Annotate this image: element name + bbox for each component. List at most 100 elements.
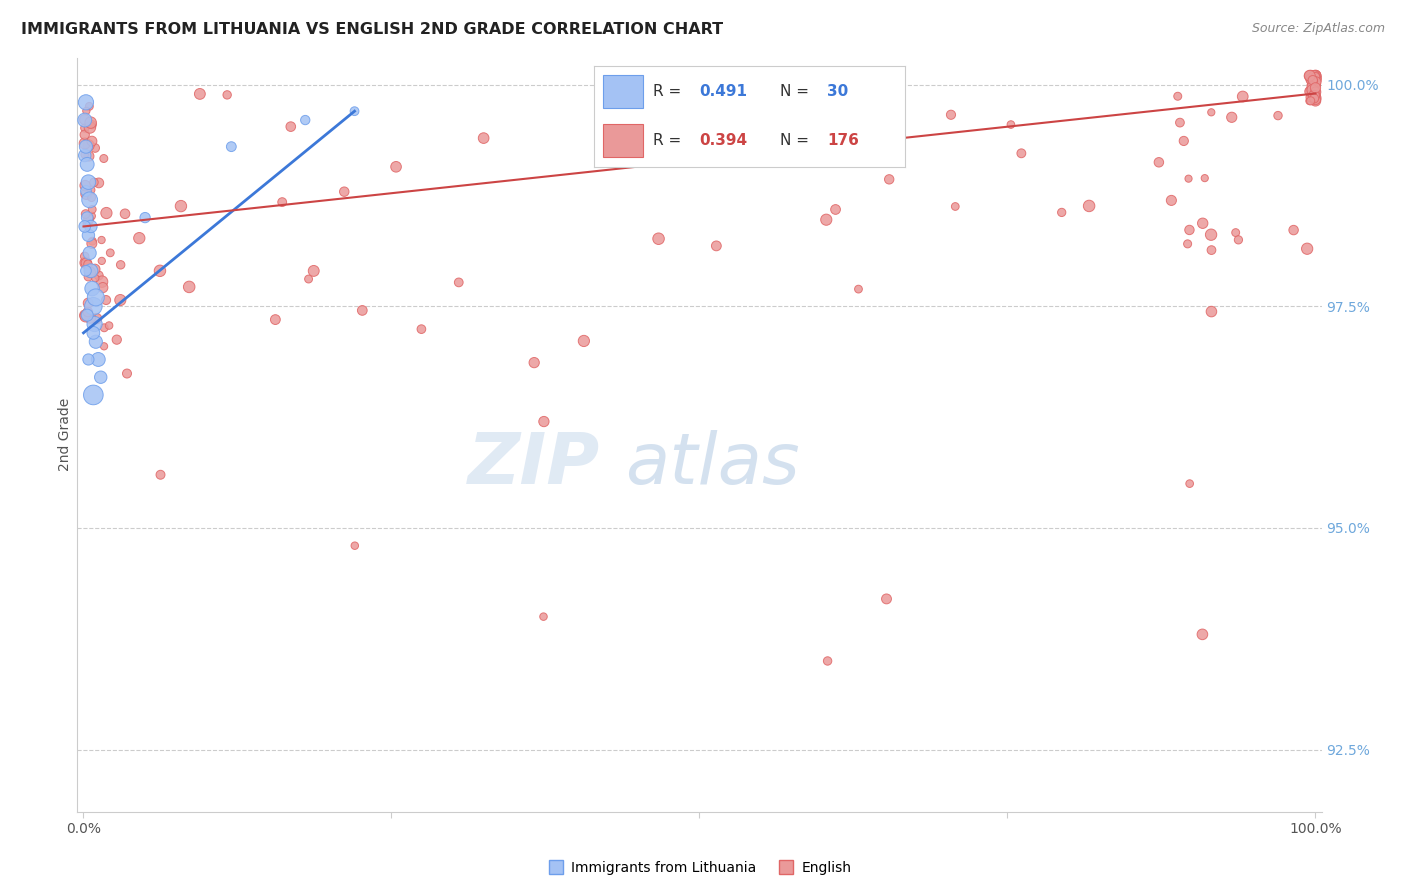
Point bbox=[472, 131, 495, 145]
Point bbox=[1227, 233, 1250, 247]
Point bbox=[96, 206, 118, 220]
Point bbox=[75, 95, 97, 110]
Point bbox=[1301, 83, 1323, 97]
Point bbox=[1305, 94, 1327, 108]
Point bbox=[87, 176, 110, 190]
Point bbox=[1305, 75, 1327, 89]
Point bbox=[706, 239, 728, 253]
Point bbox=[82, 118, 104, 132]
Point bbox=[73, 147, 96, 161]
Point bbox=[1305, 85, 1327, 99]
Point bbox=[76, 308, 98, 322]
Point bbox=[79, 193, 101, 207]
Point bbox=[1305, 72, 1327, 87]
Point bbox=[1305, 69, 1327, 83]
Point bbox=[533, 609, 555, 624]
Point bbox=[80, 134, 103, 148]
Point bbox=[572, 334, 595, 348]
Point bbox=[75, 103, 97, 118]
Point bbox=[1303, 89, 1326, 103]
Point bbox=[271, 195, 294, 210]
Point bbox=[1298, 94, 1320, 108]
Point bbox=[647, 232, 669, 246]
Point bbox=[1305, 75, 1327, 89]
Point bbox=[75, 264, 97, 278]
Point bbox=[1296, 242, 1319, 256]
Point bbox=[1282, 223, 1305, 237]
Point bbox=[297, 272, 319, 286]
Point bbox=[76, 305, 98, 319]
Point bbox=[110, 258, 132, 272]
Point bbox=[1301, 86, 1323, 100]
Point bbox=[73, 112, 96, 127]
Point bbox=[1305, 82, 1327, 96]
Point bbox=[1167, 89, 1189, 103]
Point bbox=[1305, 69, 1327, 83]
Point bbox=[1078, 199, 1101, 213]
Point bbox=[1225, 226, 1247, 240]
Point bbox=[1168, 115, 1191, 129]
Point bbox=[84, 290, 107, 304]
Point bbox=[114, 207, 136, 221]
Point bbox=[1201, 105, 1223, 120]
Point bbox=[352, 303, 374, 318]
Point bbox=[523, 356, 546, 370]
Point bbox=[1305, 70, 1327, 85]
Point bbox=[1232, 89, 1254, 103]
Point bbox=[1305, 87, 1327, 101]
Point bbox=[98, 245, 121, 260]
Text: IMMIGRANTS FROM LITHUANIA VS ENGLISH 2ND GRADE CORRELATION CHART: IMMIGRANTS FROM LITHUANIA VS ENGLISH 2ND… bbox=[21, 22, 723, 37]
Point bbox=[75, 187, 97, 202]
Point bbox=[82, 326, 104, 340]
Point bbox=[280, 120, 302, 134]
Point bbox=[77, 296, 100, 310]
Point bbox=[343, 104, 366, 119]
Point bbox=[1302, 73, 1324, 87]
Point bbox=[1305, 88, 1327, 103]
Point bbox=[1147, 155, 1170, 169]
Point bbox=[82, 202, 104, 217]
Point bbox=[75, 178, 97, 193]
Point bbox=[83, 175, 105, 189]
Point bbox=[1267, 109, 1289, 123]
Point bbox=[188, 87, 211, 101]
Point bbox=[644, 111, 666, 125]
Point bbox=[86, 311, 108, 326]
Point bbox=[1050, 205, 1073, 219]
Point bbox=[1303, 69, 1326, 83]
Point bbox=[87, 268, 110, 283]
Point bbox=[1299, 72, 1322, 87]
Point bbox=[294, 113, 316, 128]
Point bbox=[1305, 77, 1327, 91]
Point bbox=[217, 87, 239, 102]
Point bbox=[115, 367, 138, 381]
Text: ZIP: ZIP bbox=[468, 431, 600, 500]
Point bbox=[77, 269, 100, 284]
Point bbox=[80, 209, 103, 223]
Point bbox=[1305, 78, 1327, 93]
Point bbox=[1299, 69, 1322, 83]
Point bbox=[1305, 69, 1327, 83]
Point bbox=[91, 275, 114, 289]
Point bbox=[1301, 79, 1323, 94]
Point bbox=[170, 199, 193, 213]
Point bbox=[82, 299, 104, 313]
Point bbox=[79, 246, 101, 260]
Point bbox=[1305, 89, 1327, 103]
Point bbox=[411, 322, 433, 336]
Point bbox=[1177, 171, 1199, 186]
Point bbox=[1301, 87, 1323, 102]
Point bbox=[77, 175, 100, 189]
Point bbox=[1177, 236, 1199, 251]
Point bbox=[93, 320, 115, 334]
Point bbox=[75, 256, 97, 270]
Point bbox=[75, 207, 97, 221]
Point bbox=[149, 264, 172, 278]
Point bbox=[1301, 78, 1323, 93]
Point bbox=[221, 139, 243, 153]
Point bbox=[73, 308, 96, 322]
Point bbox=[1201, 304, 1223, 318]
Point bbox=[75, 139, 97, 153]
Point bbox=[77, 228, 100, 243]
Point bbox=[79, 265, 101, 279]
